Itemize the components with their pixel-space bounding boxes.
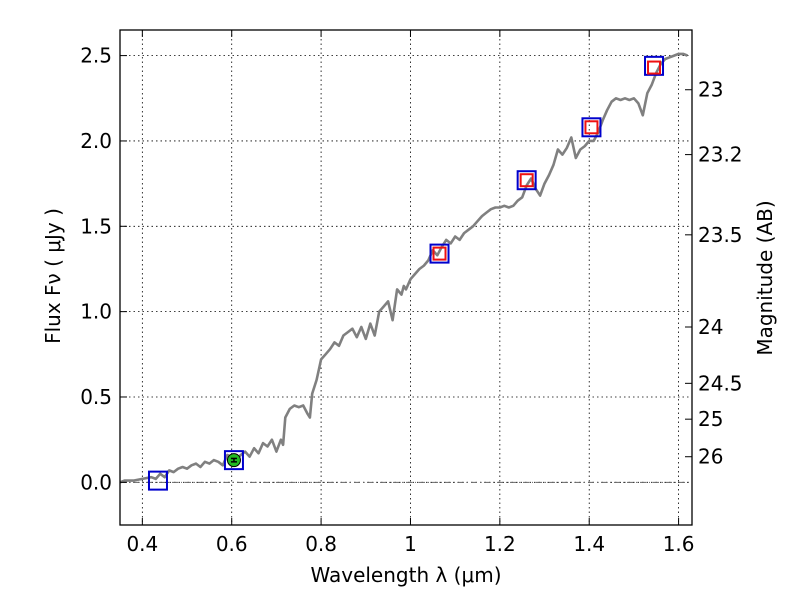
plot-frame [119, 29, 693, 526]
right-tick-label: 23.2 [698, 143, 743, 167]
photometry-square-marker [147, 470, 168, 491]
y-tick-label: 1.0 [80, 300, 112, 324]
y-tick-label: 2.0 [80, 129, 112, 153]
y-tick-label: 1.5 [80, 214, 112, 238]
x-tick-label: 0.8 [305, 532, 337, 556]
y-axis-ticks: 0.0 0.5 1.0 1.5 2.0 2.5 [80, 44, 127, 494]
right-tick-label: 23.5 [698, 223, 743, 247]
photometry-square-marker [223, 450, 244, 471]
x-axis-ticks: 0.4 0.6 0.8 1 1.2 1.4 1.6 [126, 30, 695, 556]
right-tick-label: 26 [698, 445, 723, 469]
photometry-square-marker [519, 173, 534, 188]
x-tick-label: 1.2 [484, 532, 516, 556]
photometry-square-marker [432, 246, 447, 261]
y-axis-label: Flux Fν ( μJy ) [41, 208, 65, 344]
photometry-square-marker [516, 170, 537, 191]
y-tick-label: 0.5 [80, 385, 112, 409]
x-tick-label: 0.6 [216, 532, 248, 556]
x-axis-label: Wavelength λ (μm) [310, 563, 501, 587]
x-tick-label: 1.6 [663, 532, 695, 556]
spectrum-line [119, 52, 688, 484]
right-axis-label: Magnitude (AB) [753, 200, 777, 355]
right-tick-label: 24.5 [698, 371, 743, 395]
y-tick-label: 2.5 [80, 44, 112, 68]
spectrum-lines [119, 52, 688, 484]
x-tick-label: 1 [404, 532, 417, 556]
right-axis-ticks: 23 23.2 23.5 24 24.5 25 26 [685, 78, 743, 469]
photometry-markers [147, 55, 665, 491]
right-tick-label: 23 [698, 78, 723, 102]
x-tick-label: 1.4 [573, 532, 605, 556]
photometry-square-marker [581, 117, 602, 138]
photometry-square-marker [644, 55, 665, 76]
right-tick-label: 24 [698, 315, 723, 339]
right-tick-label: 25 [698, 407, 723, 431]
y-tick-label: 0.0 [80, 470, 112, 494]
photometry-square-marker [429, 243, 450, 264]
photometry-square-marker [584, 120, 599, 135]
photometry-square-marker [647, 60, 662, 75]
x-tick-label: 0.4 [126, 532, 158, 556]
